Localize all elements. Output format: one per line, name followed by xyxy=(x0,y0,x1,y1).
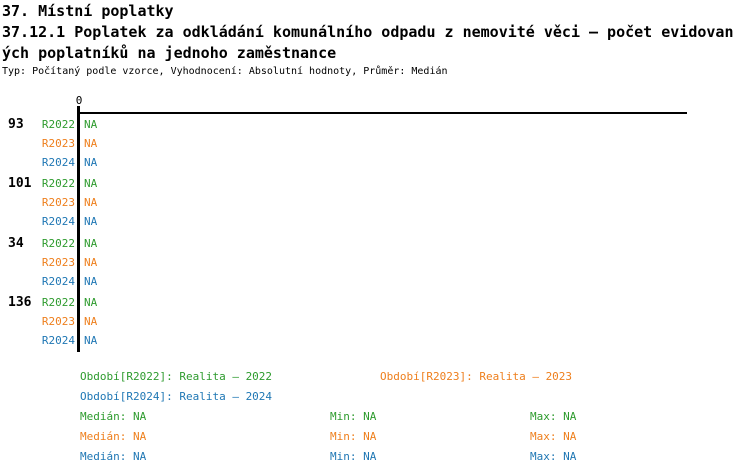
value-label: NA xyxy=(84,196,98,209)
chart-row: R2022 NA xyxy=(0,115,300,134)
report-subtitle-line1: 37.12.1 Poplatek za odkládání komunálníh… xyxy=(2,23,734,41)
stat-min-r2023: Min: NA xyxy=(330,430,377,443)
legend-entry-r2022: Období[R2022]: Realita – 2022 xyxy=(80,370,273,383)
report-meta: Typ: Počítaný podle vzorce, Vyhodnocení:… xyxy=(2,66,448,77)
series-label-r2023: R2023 xyxy=(41,256,75,269)
chart-row: R2023 NA xyxy=(0,193,300,212)
report-subtitle-line2: ých poplatníků na jednoho zaměstnance xyxy=(2,44,337,62)
chart-row: R2024 NA xyxy=(0,331,300,350)
stat-median-r2022: Medián: NA xyxy=(80,410,147,423)
series-label-r2024: R2024 xyxy=(41,334,75,347)
legend-entry-r2023: Období[R2023]: Realita – 2023 xyxy=(380,370,573,383)
stat-max-r2022: Max: NA xyxy=(530,410,577,423)
chart-row: R2023 NA xyxy=(0,253,300,272)
stat-min-r2024: Min: NA xyxy=(330,450,377,463)
series-label-r2023: R2023 xyxy=(41,196,75,209)
value-label: NA xyxy=(84,237,98,250)
x-axis-zero-label: 0 xyxy=(75,94,83,107)
series-label-r2024: R2024 xyxy=(41,156,75,169)
chart-row: R2024 NA xyxy=(0,153,300,172)
value-label: NA xyxy=(84,156,98,169)
series-label-r2023: R2023 xyxy=(41,315,75,328)
category-label: 101 xyxy=(8,176,32,191)
chart-row: R2022 NA xyxy=(0,293,300,312)
value-label: NA xyxy=(84,296,98,309)
x-axis-line xyxy=(77,112,687,114)
chart-row: R2023 NA xyxy=(0,134,300,153)
stat-min-r2022: Min: NA xyxy=(330,410,377,423)
report-title: 37. Místní poplatky xyxy=(2,2,174,20)
series-label-r2024: R2024 xyxy=(41,275,75,288)
series-label-r2024: R2024 xyxy=(41,215,75,228)
y-axis-line xyxy=(77,106,80,352)
category-label: 34 xyxy=(8,236,24,251)
series-label-r2022: R2022 xyxy=(41,296,75,309)
value-label: NA xyxy=(84,275,98,288)
stat-median-r2023: Medián: NA xyxy=(80,430,147,443)
value-label: NA xyxy=(84,137,98,150)
chart-row: R2022 NA xyxy=(0,174,300,193)
series-label-r2023: R2023 xyxy=(41,137,75,150)
value-label: NA xyxy=(84,118,98,131)
series-label-r2022: R2022 xyxy=(41,177,75,190)
value-label: NA xyxy=(84,256,98,269)
stat-max-r2024: Max: NA xyxy=(530,450,577,463)
chart-row: R2022 NA xyxy=(0,234,300,253)
chart-row: R2024 NA xyxy=(0,272,300,291)
stat-max-r2023: Max: NA xyxy=(530,430,577,443)
legend-entry-r2024: Období[R2024]: Realita – 2024 xyxy=(80,390,273,403)
value-label: NA xyxy=(84,315,98,328)
value-label: NA xyxy=(84,334,98,347)
category-label: 136 xyxy=(8,295,32,310)
value-label: NA xyxy=(84,215,98,228)
series-label-r2022: R2022 xyxy=(41,237,75,250)
chart-row: R2024 NA xyxy=(0,212,300,231)
stat-median-r2024: Medián: NA xyxy=(80,450,147,463)
category-label: 93 xyxy=(8,117,24,132)
value-label: NA xyxy=(84,177,98,190)
series-label-r2022: R2022 xyxy=(41,118,75,131)
chart-row: R2023 NA xyxy=(0,312,300,331)
